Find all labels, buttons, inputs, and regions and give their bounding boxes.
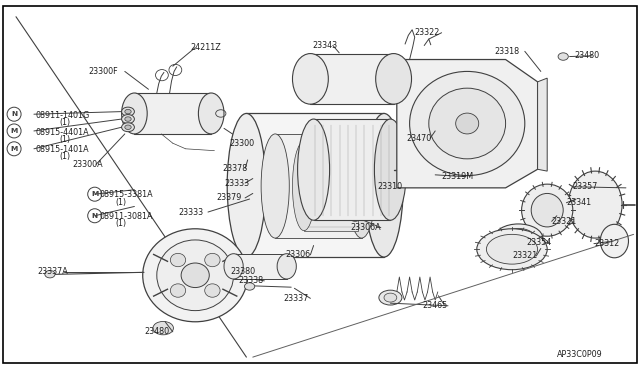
Text: 08911-3081A: 08911-3081A xyxy=(99,212,153,221)
Ellipse shape xyxy=(486,234,538,264)
Polygon shape xyxy=(314,119,390,220)
Text: 23337A: 23337A xyxy=(37,267,68,276)
Ellipse shape xyxy=(181,263,209,288)
Ellipse shape xyxy=(45,270,55,278)
Ellipse shape xyxy=(429,88,506,159)
Text: 23312: 23312 xyxy=(594,239,619,248)
Text: (1): (1) xyxy=(115,198,126,207)
Ellipse shape xyxy=(384,293,397,302)
Ellipse shape xyxy=(122,107,134,116)
Ellipse shape xyxy=(531,193,563,227)
Text: (1): (1) xyxy=(60,118,70,127)
Text: (1): (1) xyxy=(115,219,126,228)
Text: 23319M: 23319M xyxy=(442,172,474,181)
Ellipse shape xyxy=(292,54,328,104)
Ellipse shape xyxy=(170,253,186,267)
Text: M: M xyxy=(91,191,99,197)
Text: 23354: 23354 xyxy=(526,238,551,247)
Ellipse shape xyxy=(153,321,173,335)
Ellipse shape xyxy=(494,224,543,252)
Polygon shape xyxy=(275,134,362,238)
Ellipse shape xyxy=(379,290,402,305)
Text: (1): (1) xyxy=(60,153,70,161)
Text: 23321: 23321 xyxy=(512,251,537,260)
Text: M: M xyxy=(10,128,18,134)
Ellipse shape xyxy=(224,254,243,279)
Text: 24211Z: 24211Z xyxy=(190,43,221,52)
Text: 08911-1401G: 08911-1401G xyxy=(35,111,90,120)
Ellipse shape xyxy=(122,93,147,134)
Ellipse shape xyxy=(277,254,296,279)
Ellipse shape xyxy=(376,54,412,104)
Polygon shape xyxy=(304,141,358,231)
Text: 23300A: 23300A xyxy=(72,160,103,169)
Polygon shape xyxy=(538,78,547,171)
Ellipse shape xyxy=(244,283,255,290)
Ellipse shape xyxy=(125,117,131,121)
Text: 23337: 23337 xyxy=(284,294,308,303)
Polygon shape xyxy=(234,254,287,279)
Ellipse shape xyxy=(125,109,131,114)
Polygon shape xyxy=(246,113,384,257)
Ellipse shape xyxy=(456,113,479,134)
Ellipse shape xyxy=(568,171,622,238)
Ellipse shape xyxy=(365,113,403,257)
Text: 23322: 23322 xyxy=(415,28,440,37)
Text: 23465: 23465 xyxy=(422,301,447,310)
Text: M: M xyxy=(10,146,18,152)
Text: 23300F: 23300F xyxy=(88,67,118,76)
Text: 23480: 23480 xyxy=(575,51,600,60)
Ellipse shape xyxy=(122,123,134,132)
Text: AP33C0P09: AP33C0P09 xyxy=(557,350,602,359)
Text: 23343: 23343 xyxy=(312,41,337,50)
Ellipse shape xyxy=(227,113,266,257)
Text: 23333: 23333 xyxy=(178,208,203,217)
Ellipse shape xyxy=(157,240,234,311)
Text: 23306A: 23306A xyxy=(351,223,381,232)
Text: 23310: 23310 xyxy=(378,182,403,191)
Ellipse shape xyxy=(502,228,535,248)
Ellipse shape xyxy=(558,53,568,60)
Ellipse shape xyxy=(374,119,406,220)
Ellipse shape xyxy=(477,229,547,270)
Text: 08915-1401A: 08915-1401A xyxy=(35,145,89,154)
Ellipse shape xyxy=(122,115,134,124)
Text: 23380: 23380 xyxy=(230,267,255,276)
Text: 08915-3381A: 08915-3381A xyxy=(99,190,153,199)
Text: (1): (1) xyxy=(60,135,70,144)
Text: 23378: 23378 xyxy=(223,164,248,173)
Text: 23341: 23341 xyxy=(566,198,591,207)
Ellipse shape xyxy=(348,134,376,238)
Ellipse shape xyxy=(261,134,289,238)
Text: N: N xyxy=(11,111,17,117)
Text: 23470: 23470 xyxy=(406,134,431,143)
Text: 23300: 23300 xyxy=(229,139,254,148)
Text: 08915-4401A: 08915-4401A xyxy=(35,128,89,137)
Polygon shape xyxy=(397,60,538,188)
Text: 23379: 23379 xyxy=(216,193,242,202)
Text: 23321: 23321 xyxy=(552,217,577,226)
Text: 23357: 23357 xyxy=(573,182,598,191)
Ellipse shape xyxy=(410,71,525,176)
Ellipse shape xyxy=(522,184,573,236)
Ellipse shape xyxy=(198,93,224,134)
Ellipse shape xyxy=(170,284,186,297)
Text: 23306: 23306 xyxy=(285,250,310,259)
Text: N: N xyxy=(92,213,98,219)
Ellipse shape xyxy=(125,125,131,129)
Text: 23318: 23318 xyxy=(495,47,520,56)
Text: 23338: 23338 xyxy=(239,276,264,285)
Text: 23333: 23333 xyxy=(224,179,249,187)
Ellipse shape xyxy=(205,253,220,267)
Polygon shape xyxy=(134,93,211,134)
Ellipse shape xyxy=(600,224,628,258)
Polygon shape xyxy=(310,54,394,104)
Ellipse shape xyxy=(205,284,220,297)
Ellipse shape xyxy=(298,119,330,220)
Ellipse shape xyxy=(292,141,316,231)
Ellipse shape xyxy=(143,229,248,322)
Text: 23480: 23480 xyxy=(145,327,170,336)
